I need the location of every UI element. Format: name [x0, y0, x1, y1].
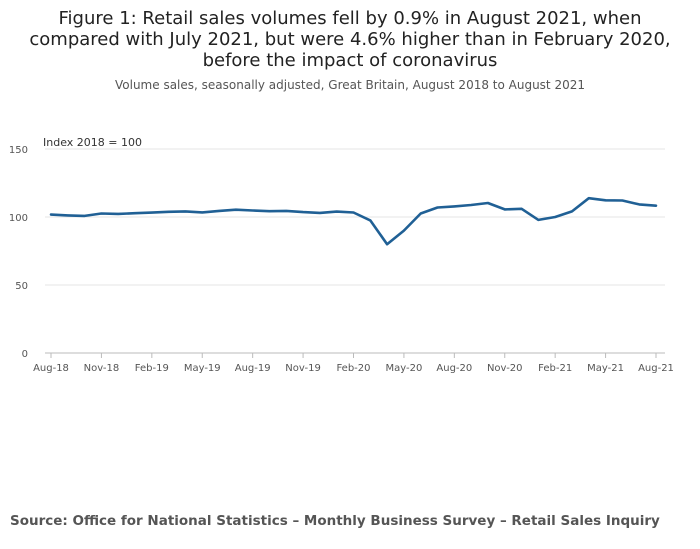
data-point[interactable] [435, 204, 441, 210]
axes: 0 50 100 150 Aug-18 Nov-18 Feb-19 May-19 Aug-19 N… [9, 145, 674, 374]
data-point[interactable] [451, 203, 457, 209]
x-tick-label: May-19 [184, 363, 221, 374]
data-point[interactable] [199, 209, 205, 215]
x-tick-label: Nov-18 [84, 363, 120, 374]
data-point[interactable] [653, 203, 659, 209]
y-tick-label: 150 [9, 145, 28, 156]
chart-subtitle: Volume sales, seasonally adjusted, Great… [115, 78, 585, 92]
data-point[interactable] [619, 198, 625, 204]
data-point[interactable] [115, 211, 121, 217]
x-tick-label: Aug-20 [436, 363, 472, 374]
data-point[interactable] [233, 207, 239, 213]
data-point[interactable] [65, 212, 71, 218]
source-note: Source: Office for National Statistics –… [10, 513, 660, 529]
data-point[interactable] [82, 213, 88, 219]
y-tick-label: 50 [15, 281, 28, 292]
data-point[interactable] [182, 208, 188, 214]
data-point[interactable] [300, 209, 306, 215]
data-point[interactable] [535, 217, 541, 223]
x-tick-label: Feb-20 [336, 363, 370, 374]
x-tick-label: Nov-20 [487, 363, 523, 374]
data-point[interactable] [418, 210, 424, 216]
y-tick-label: 100 [9, 213, 28, 224]
data-point[interactable] [216, 208, 222, 214]
y-tick-label: 0 [22, 349, 28, 360]
data-point[interactable] [266, 208, 272, 214]
data-point[interactable] [48, 212, 54, 218]
x-tick-label: Aug-21 [638, 363, 674, 374]
data-point[interactable] [502, 206, 508, 212]
series-line-0 [49, 196, 658, 246]
x-tick-label: Feb-19 [135, 363, 169, 374]
series-layer [48, 195, 659, 247]
chart-title: Figure 1: Retail sales volumes fell by 0… [29, 8, 671, 71]
x-tick-label: Feb-21 [538, 363, 572, 374]
data-point[interactable] [351, 210, 357, 216]
data-point[interactable] [519, 206, 525, 212]
data-point[interactable] [485, 200, 491, 206]
data-point[interactable] [149, 210, 155, 216]
data-point[interactable] [317, 210, 323, 216]
data-point[interactable] [603, 197, 609, 203]
data-point[interactable] [401, 228, 407, 234]
data-point[interactable] [132, 210, 138, 216]
data-point[interactable] [166, 209, 172, 215]
data-point[interactable] [98, 210, 104, 216]
data-point[interactable] [586, 195, 592, 201]
x-tick-label: Nov-19 [285, 363, 321, 374]
x-tick-label: Aug-19 [235, 363, 271, 374]
gridlines [45, 148, 665, 354]
data-point[interactable] [250, 207, 256, 213]
data-point[interactable] [384, 241, 390, 247]
unit-label: Index 2018 = 100 [43, 136, 142, 149]
data-point[interactable] [468, 202, 474, 208]
data-point[interactable] [283, 208, 289, 214]
data-point[interactable] [552, 214, 558, 220]
x-tick-label: May-21 [587, 363, 624, 374]
x-tick-label: Aug-18 [33, 363, 69, 374]
data-point[interactable] [334, 209, 340, 215]
x-tick-label: May-20 [385, 363, 422, 374]
data-point[interactable] [569, 208, 575, 214]
data-point[interactable] [636, 201, 642, 207]
data-point[interactable] [367, 217, 373, 223]
